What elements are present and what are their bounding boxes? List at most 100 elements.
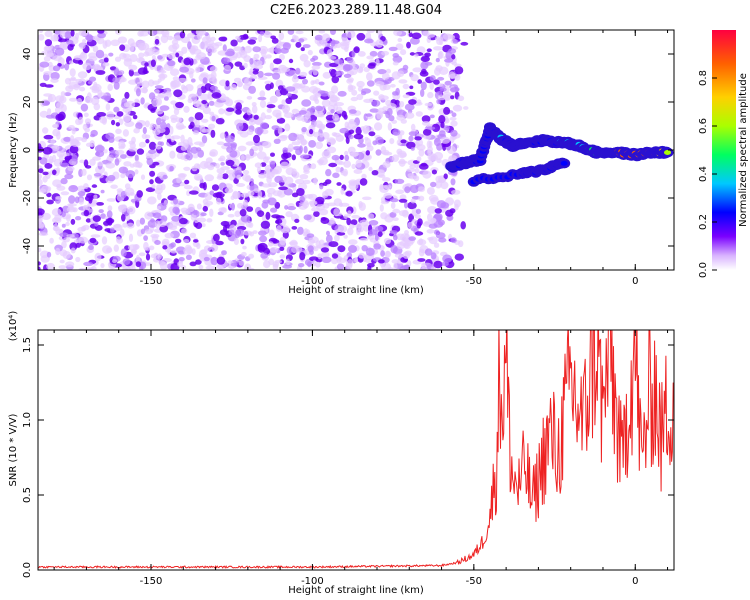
noise-speckle: [59, 41, 68, 51]
noise-speckle: [219, 96, 230, 101]
noise-speckle: [197, 33, 203, 40]
noise-speckle: [93, 172, 102, 177]
noise-speckle: [311, 65, 321, 70]
noise-speckle: [71, 127, 76, 135]
y-tick-label: 20: [22, 96, 33, 109]
noise-speckle: [348, 85, 356, 91]
noise-speckle: [231, 202, 235, 211]
noise-speckle: [279, 254, 286, 259]
noise-speckle: [302, 179, 311, 185]
noise-speckle: [113, 68, 120, 77]
noise-speckle: [353, 133, 364, 140]
noise-speckle: [59, 259, 65, 264]
noise-speckle: [105, 162, 116, 169]
noise-speckle: [148, 92, 156, 100]
noise-speckle: [391, 154, 399, 162]
noise-speckle: [396, 114, 405, 121]
noise-speckle: [338, 225, 348, 233]
noise-speckle: [298, 263, 305, 268]
noise-speckle: [202, 36, 212, 44]
noise-speckle: [78, 116, 84, 125]
noise-speckle: [132, 114, 138, 120]
noise-speckle: [59, 30, 66, 38]
noise-speckle: [181, 210, 191, 215]
noise-speckle: [356, 93, 364, 101]
noise-speckle: [393, 30, 403, 37]
noise-speckle: [68, 185, 79, 193]
noise-speckle: [222, 44, 227, 52]
noise-speckle: [200, 72, 209, 78]
noise-speckle: [272, 72, 281, 80]
noise-speckle: [398, 79, 408, 84]
noise-speckle: [189, 190, 199, 195]
noise-speckle: [374, 233, 379, 241]
noise-speckle: [234, 99, 244, 105]
noise-speckle: [175, 122, 185, 130]
noise-speckle: [234, 210, 241, 218]
noise-speckle: [438, 237, 447, 243]
noise-speckle: [246, 206, 254, 212]
noise-speckle: [452, 104, 463, 112]
noise-speckle: [420, 162, 428, 167]
noise-speckle: [134, 169, 139, 175]
noise-speckle: [128, 147, 138, 152]
noise-speckle: [240, 192, 250, 198]
noise-speckle: [169, 68, 180, 76]
noise-speckle: [118, 140, 125, 149]
noise-speckle: [244, 45, 252, 54]
noise-speckle: [141, 133, 148, 139]
noise-speckle: [50, 72, 60, 80]
noise-speckle: [426, 126, 436, 130]
noise-speckle: [97, 32, 106, 39]
noise-speckle: [261, 183, 272, 188]
noise-speckle: [104, 96, 111, 102]
noise-speckle: [55, 247, 61, 256]
noise-speckle: [395, 87, 400, 96]
noise-speckle: [363, 66, 370, 73]
noise-speckle: [249, 148, 255, 157]
noise-speckle: [343, 160, 352, 168]
noise-speckle: [38, 261, 41, 266]
noise-speckle: [225, 159, 235, 166]
noise-speckle: [108, 52, 114, 57]
noise-speckle: [362, 196, 372, 201]
noise-speckle: [450, 95, 455, 100]
x-tick-label: -150: [140, 276, 163, 287]
noise-speckle: [355, 126, 362, 135]
noise-speckle: [74, 137, 84, 141]
noise-speckle: [443, 106, 451, 115]
noise-speckle: [81, 168, 87, 176]
noise-speckle: [40, 185, 51, 195]
noise-speckle: [167, 246, 171, 254]
noise-speckle: [52, 169, 57, 176]
noise-speckle: [223, 142, 233, 147]
noise-speckle: [420, 56, 430, 62]
noise-speckle: [137, 67, 148, 75]
noise-speckle: [357, 143, 366, 148]
noise-speckle: [257, 244, 266, 253]
noise-speckle: [254, 127, 264, 135]
noise-speckle: [83, 112, 89, 118]
noise-speckle: [417, 258, 426, 262]
noise-speckle: [74, 196, 80, 204]
noise-speckle: [46, 262, 55, 270]
noise-speckle: [149, 170, 156, 177]
noise-speckle: [140, 97, 145, 105]
noise-speckle: [351, 214, 360, 219]
noise-speckle: [168, 225, 178, 231]
noise-speckle: [406, 41, 411, 49]
noise-speckle: [346, 30, 356, 39]
noise-speckle: [149, 179, 154, 185]
noise-speckle: [236, 122, 244, 131]
noise-speckle: [347, 258, 354, 268]
y-tick-label: 0.0: [22, 562, 33, 578]
noise-speckle: [389, 211, 397, 218]
noise-speckle: [192, 130, 200, 135]
noise-speckle: [58, 114, 65, 120]
noise-speckle: [334, 234, 340, 242]
noise-speckle: [264, 115, 273, 120]
noise-speckle: [47, 108, 52, 115]
noise-speckle: [429, 114, 435, 119]
noise-speckle: [434, 208, 442, 214]
noise-speckle: [460, 41, 469, 46]
